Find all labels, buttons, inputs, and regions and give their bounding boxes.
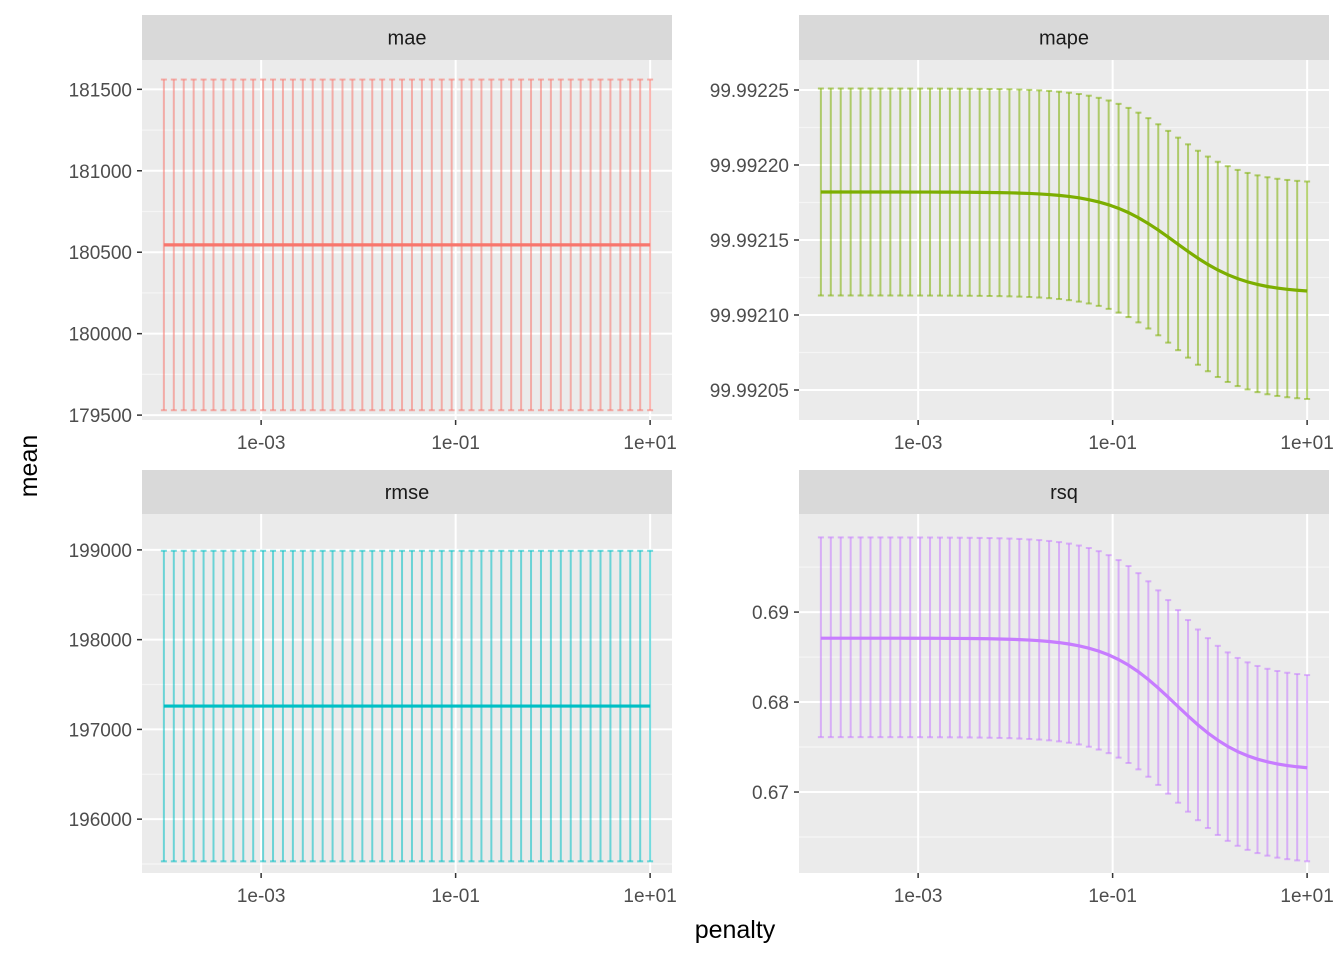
panels-root: mae 1e-03 1e-01 1e+01 179500 180000 180500 1810… xyxy=(69,15,1334,907)
facet-strip-label: mae xyxy=(388,28,427,50)
y-tick-label: 181000 xyxy=(69,162,132,183)
x-tick-label: 1e-01 xyxy=(1088,886,1137,907)
y-tick-label: 0.68 xyxy=(752,693,789,714)
facet-strip-label: mape xyxy=(1039,28,1089,50)
x-tick-label: 1e-03 xyxy=(894,433,943,454)
y-tick-label: 0.69 xyxy=(752,603,789,624)
panel-background xyxy=(142,60,672,420)
y-tick-label: 196000 xyxy=(69,810,132,831)
series-line-mape xyxy=(820,190,1308,293)
y-tick-label: 179500 xyxy=(69,406,132,427)
facet-strip-label: rmse xyxy=(385,482,429,504)
x-tick-label: 1e-03 xyxy=(237,433,286,454)
y-tick-label: 197000 xyxy=(69,720,132,741)
y-tick-label: 181500 xyxy=(69,80,132,101)
panel-rsq: rsq 1e-03 1e-01 1e+01 0.67 0.68 0.69 xyxy=(752,470,1334,907)
x-tick-label: 1e+01 xyxy=(623,886,676,907)
facet-strip-label: rsq xyxy=(1050,482,1078,504)
y-tick-label: 199000 xyxy=(69,541,132,562)
facet-strip xyxy=(799,15,1329,60)
x-axis-title: penalty xyxy=(695,916,776,944)
y-tick-label: 99.99210 xyxy=(710,306,789,327)
y-tick-label: 99.99215 xyxy=(710,231,789,252)
panel-background xyxy=(799,514,1329,873)
facet-strip xyxy=(142,15,672,60)
y-axis-title: mean xyxy=(15,435,43,498)
y-tick-label: 99.99225 xyxy=(710,81,789,102)
x-tick-label: 1e-03 xyxy=(237,886,286,907)
y-tick-label: 180500 xyxy=(69,243,132,264)
x-tick-label: 1e-01 xyxy=(431,433,480,454)
panel-rmse: rmse 1e-03 1e-01 1e+01 196000 197000 198000 199… xyxy=(69,470,677,907)
y-tick-label: 99.99205 xyxy=(710,381,789,402)
panel-mae: mae 1e-03 1e-01 1e+01 179500 180000 180500 1810… xyxy=(69,15,677,454)
x-tick-label: 1e+01 xyxy=(1280,433,1333,454)
panel-mape: mape 1e-03 1e-01 1e+01 99.99205 99.99210 99.99… xyxy=(710,15,1334,454)
x-tick-label: 1e-01 xyxy=(431,886,480,907)
x-tick-label: 1e-01 xyxy=(1088,433,1137,454)
panel-background xyxy=(142,514,672,873)
x-tick-label: 1e+01 xyxy=(1280,886,1333,907)
facet-strip xyxy=(799,470,1329,514)
y-tick-label: 180000 xyxy=(69,325,132,346)
y-tick-label: 99.99220 xyxy=(710,156,789,177)
x-tick-label: 1e+01 xyxy=(623,433,676,454)
facet-strip xyxy=(142,470,672,514)
x-tick-label: 1e-03 xyxy=(894,886,943,907)
y-tick-label: 198000 xyxy=(69,631,132,652)
error-bar xyxy=(1304,674,1311,863)
series-line-rsq xyxy=(820,636,1308,770)
y-tick-label: 0.67 xyxy=(752,783,789,804)
